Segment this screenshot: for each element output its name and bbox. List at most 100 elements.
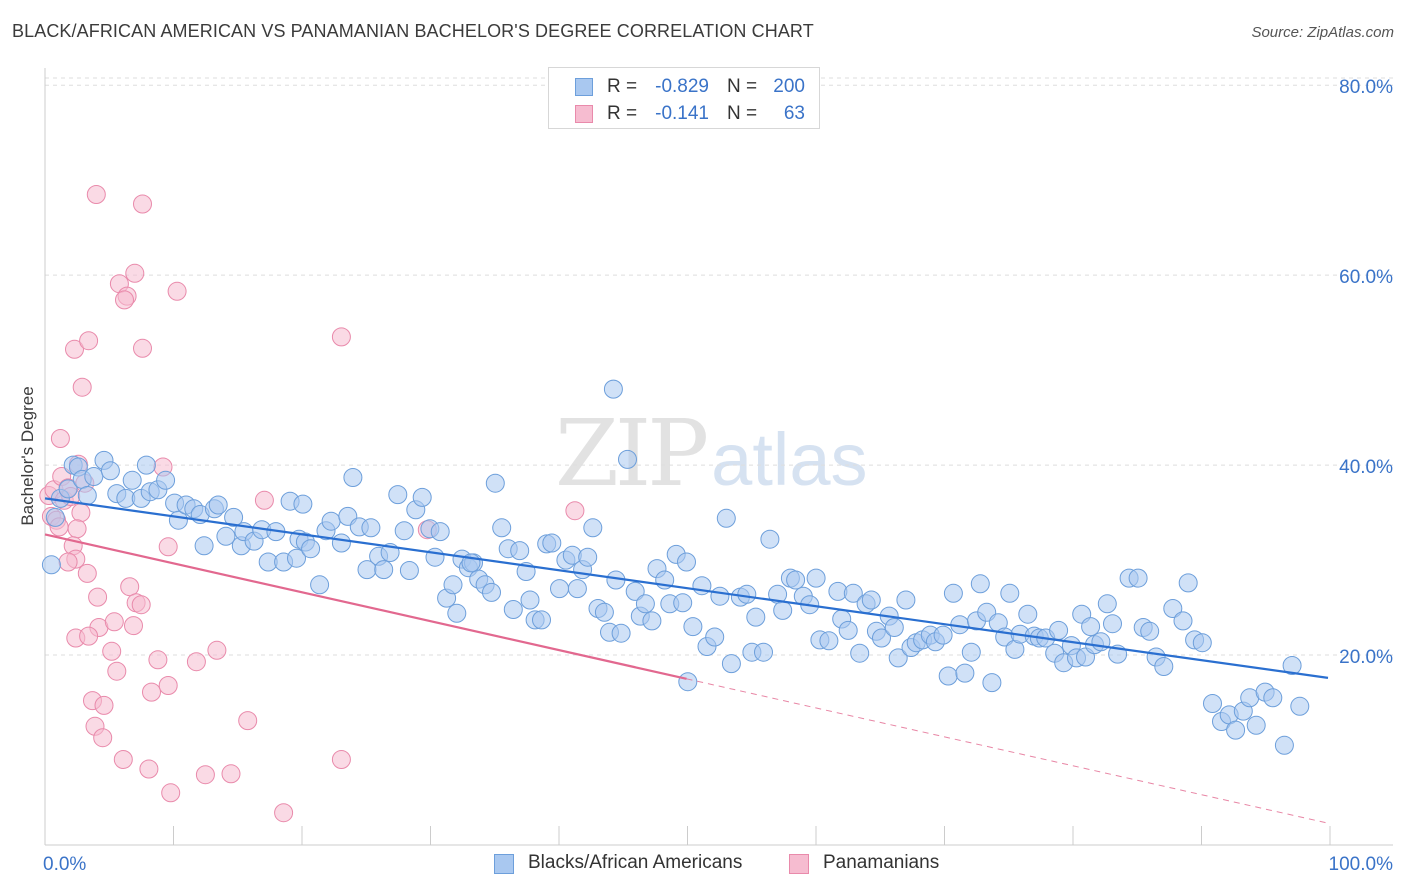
panamanian-point bbox=[331, 750, 351, 769]
black-african-american-point bbox=[1000, 583, 1020, 603]
panamanian-point bbox=[142, 682, 161, 702]
panamanian-point bbox=[186, 652, 206, 672]
y-tick-label: 40.0% bbox=[1339, 457, 1393, 478]
black-african-american-point bbox=[583, 518, 603, 538]
black-african-american-point bbox=[786, 570, 806, 590]
black-african-american-point bbox=[394, 521, 414, 541]
y-tick-label: 20.0% bbox=[1339, 647, 1393, 668]
panamanian-point bbox=[71, 503, 91, 523]
black-african-american-point bbox=[58, 479, 78, 499]
panamanian-point bbox=[207, 640, 227, 660]
black-african-american-point bbox=[224, 507, 244, 527]
panamanian-point bbox=[125, 263, 145, 283]
black-african-american-point bbox=[156, 470, 176, 490]
n-label: N = bbox=[727, 103, 758, 124]
black-african-american-point bbox=[399, 561, 419, 580]
black-african-american-point bbox=[412, 487, 432, 507]
panamanian-point bbox=[238, 711, 258, 731]
black-african-american-point bbox=[611, 623, 631, 643]
panamanian-point bbox=[58, 552, 78, 572]
black-african-american-point bbox=[567, 579, 587, 599]
trend-line-panamanians-extension bbox=[686, 678, 1329, 824]
panamanian-point bbox=[94, 695, 114, 715]
black-african-american-point bbox=[861, 590, 881, 610]
black-african-american-point bbox=[510, 541, 530, 561]
black-african-american-point bbox=[642, 611, 662, 631]
legend-swatch-blue bbox=[494, 854, 514, 874]
black-african-american-point bbox=[938, 666, 958, 686]
black-african-american-point bbox=[737, 584, 757, 604]
black-african-american-point bbox=[532, 610, 551, 630]
black-african-american-point bbox=[594, 602, 614, 622]
black-african-american-point bbox=[1081, 617, 1101, 637]
black-african-american-point bbox=[746, 607, 766, 627]
black-african-american-point bbox=[122, 470, 142, 490]
trend-lines bbox=[44, 497, 1329, 824]
black-african-american-point bbox=[819, 631, 839, 651]
r-value: -0.829 bbox=[655, 76, 709, 97]
black-african-american-point bbox=[970, 574, 990, 594]
trend-line-panamanians bbox=[44, 533, 687, 680]
black-african-american-point bbox=[41, 555, 61, 575]
black-african-american-point bbox=[520, 590, 540, 610]
panamanian-point bbox=[115, 290, 134, 310]
panamanian-point bbox=[158, 676, 178, 695]
x-tick-label: 100.0% bbox=[1329, 854, 1394, 875]
black-african-american-point bbox=[773, 600, 793, 620]
r-label: R = bbox=[607, 76, 638, 97]
source-credit: Source: ZipAtlas.com bbox=[1251, 24, 1394, 41]
panamanian-point bbox=[331, 327, 351, 347]
black-african-american-point bbox=[625, 581, 645, 601]
black-african-american-point bbox=[542, 533, 562, 553]
panamanian-point bbox=[86, 185, 106, 204]
black-african-american-point bbox=[1290, 696, 1310, 716]
black-african-american-point bbox=[1049, 620, 1069, 640]
panamanian-point bbox=[102, 641, 122, 661]
black-african-american-point bbox=[1097, 594, 1117, 614]
panamanian-point bbox=[79, 331, 99, 351]
panamanian-point bbox=[133, 338, 152, 358]
black-african-american-point bbox=[884, 618, 904, 637]
black-african-american-point bbox=[754, 642, 773, 662]
black-african-american-point bbox=[1203, 694, 1222, 713]
panamanian-point bbox=[50, 429, 70, 448]
legend-swatch-pink bbox=[575, 105, 593, 123]
r-value: -0.141 bbox=[655, 103, 709, 124]
n-value: 63 bbox=[783, 103, 805, 124]
black-african-american-point bbox=[208, 495, 228, 515]
y-axis-label: Bachelor's Degree bbox=[18, 386, 37, 526]
black-african-american-point bbox=[806, 568, 826, 588]
panamanian-point bbox=[120, 577, 140, 597]
black-african-american-point bbox=[194, 536, 214, 556]
panamanian-point bbox=[93, 728, 113, 748]
panamanian-point bbox=[67, 519, 87, 539]
black-african-american-point bbox=[1274, 735, 1294, 755]
black-african-american-point bbox=[635, 594, 655, 614]
legend-row-blacks: R = -0.829 N = 200 bbox=[549, 74, 819, 100]
chart-title: BLACK/AFRICAN AMERICAN VS PANAMANIAN BAC… bbox=[12, 21, 814, 41]
panamanian-point bbox=[65, 339, 84, 359]
black-african-american-point bbox=[485, 473, 505, 493]
panamanian-point bbox=[254, 490, 274, 510]
panamanian-point bbox=[161, 783, 181, 803]
black-african-american-point bbox=[843, 583, 863, 603]
black-african-american-point bbox=[1192, 633, 1212, 653]
black-african-american-point bbox=[1282, 656, 1302, 675]
black-african-american-point bbox=[293, 494, 313, 514]
black-african-american-point bbox=[955, 663, 975, 683]
x-tick-label: 0.0% bbox=[43, 854, 86, 875]
black-african-american-point bbox=[896, 590, 916, 610]
panamanian-point bbox=[88, 587, 108, 607]
black-african-american-point bbox=[77, 486, 97, 505]
black-african-american-point bbox=[100, 461, 120, 481]
black-african-american-point bbox=[1091, 632, 1111, 652]
black-african-american-point bbox=[961, 642, 981, 662]
y-tick-label: 80.0% bbox=[1339, 77, 1393, 98]
panamanian-point bbox=[113, 750, 133, 769]
legend-row-panamanians: R = -0.141 N = 63 bbox=[549, 101, 819, 127]
tick-labels: 20.0% 40.0% 60.0% 80.0% 0.0% 100.0% bbox=[43, 77, 1393, 875]
black-african-american-point bbox=[677, 552, 696, 572]
legend-swatch-pink bbox=[789, 854, 809, 874]
legend-label-blacks: Blacks/African Americans bbox=[528, 852, 743, 873]
